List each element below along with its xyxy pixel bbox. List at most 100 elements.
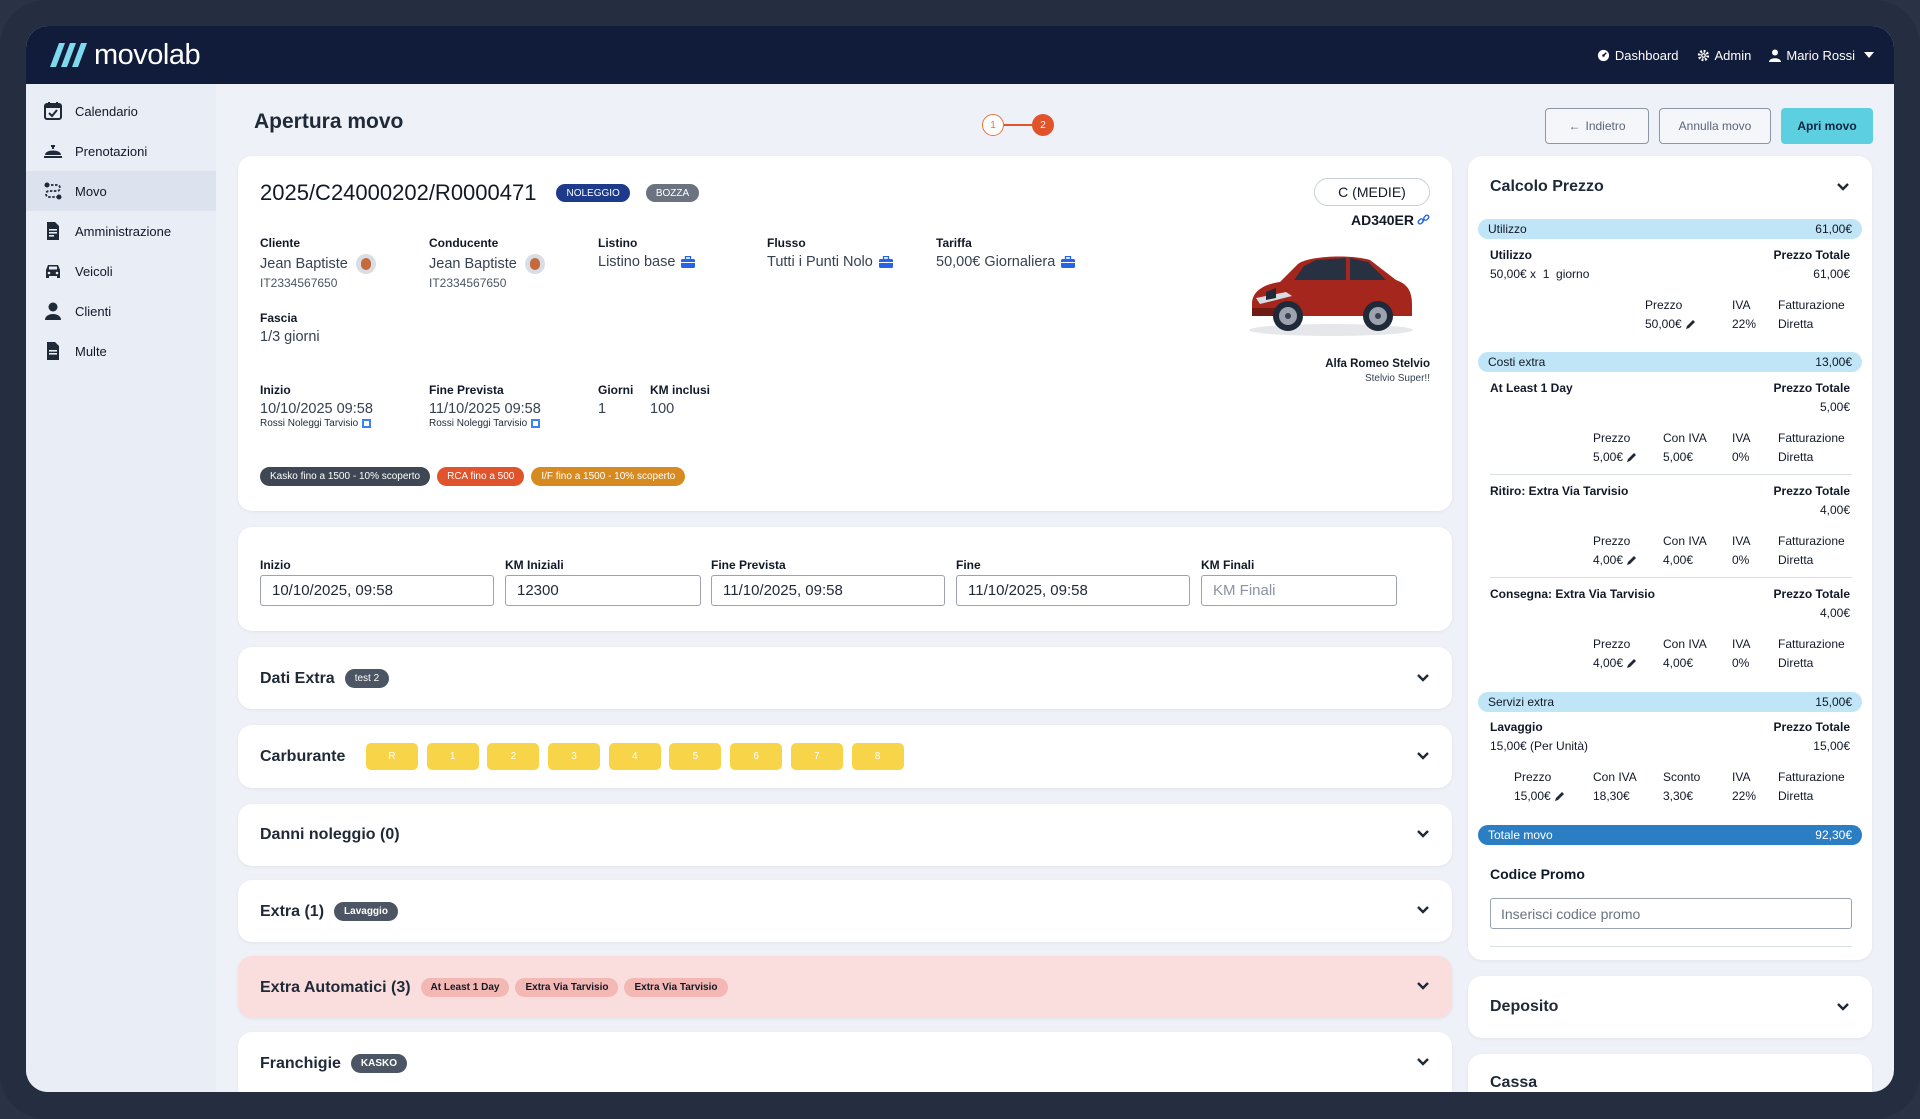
costi-extra-bar-label: Costi extra xyxy=(1488,355,1546,369)
chevron-down-icon[interactable] xyxy=(1836,180,1850,194)
accordion-extra[interactable]: Extra (1) Lavaggio xyxy=(238,880,1452,942)
accordion-danni[interactable]: Danni noleggio (0) xyxy=(238,804,1452,866)
accordion-franchigie[interactable]: Franchigie KASKO xyxy=(238,1032,1452,1092)
sidebar-item-amministrazione[interactable]: Amministrazione xyxy=(26,211,216,251)
price-card-title: Calcolo Prezzo xyxy=(1490,178,1604,195)
fuel-level-7[interactable]: 7 xyxy=(790,743,843,770)
fine-prevista-input[interactable]: 11/10/2025, 09:58 xyxy=(711,575,945,606)
logo[interactable]: movolab xyxy=(46,39,201,72)
pencil-icon xyxy=(1627,659,1637,668)
sidebar-item-clienti[interactable]: Clienti xyxy=(26,291,216,331)
user-menu[interactable]: Mario Rossi xyxy=(1769,48,1874,63)
nav-dashboard[interactable]: Dashboard xyxy=(1597,48,1679,63)
chevron-down-icon xyxy=(1417,982,1429,990)
utilizzo-detail: 50,00€ x 1 giorno xyxy=(1490,267,1590,281)
fuel-level-4[interactable]: 4 xyxy=(608,743,661,770)
sidebar-item-prenotazioni[interactable]: Prenotazioni xyxy=(26,131,216,171)
fuel-level-1[interactable]: 1 xyxy=(426,743,479,770)
gear-icon xyxy=(1697,49,1709,61)
arrow-left-icon: ← xyxy=(1568,119,1581,133)
servizio-coniva: 18,30€ xyxy=(1593,789,1630,803)
sidebar-item-calendario[interactable]: Calendario xyxy=(26,91,216,131)
extra-item-prezzo-edit[interactable]: 4,00€ xyxy=(1593,654,1637,673)
fuel-level-r[interactable]: R xyxy=(366,743,418,770)
chevron-down-icon xyxy=(1417,674,1429,682)
accordion-title: Extra Automatici (3) xyxy=(260,978,411,996)
conducente-name[interactable]: Jean Baptiste xyxy=(429,256,517,272)
flusso-label: Flusso xyxy=(767,236,806,250)
sidebar-item-label: Prenotazioni xyxy=(75,143,148,159)
accordion-carburante[interactable]: Carburante R 1 2 3 4 5 6 7 8 xyxy=(238,725,1452,788)
fuel-level-3[interactable]: 3 xyxy=(548,743,601,770)
extra-item-iva-label: IVA xyxy=(1732,431,1751,445)
servizio-name: Lavaggio xyxy=(1490,720,1543,734)
extra-item-pt: 4,00€ xyxy=(1819,606,1850,620)
accordion-title: Cassa xyxy=(1490,1074,1538,1091)
plate-link[interactable]: AD340ER xyxy=(1351,212,1430,228)
briefcase-icon[interactable] xyxy=(681,256,696,268)
extra-item-pt: 4,00€ xyxy=(1819,503,1850,517)
promo-code-input[interactable]: Inserisci codice promo xyxy=(1490,898,1852,929)
chevron-down-icon xyxy=(1417,1058,1429,1066)
franchigie-badge: KASKO xyxy=(350,1054,408,1073)
open-movo-button[interactable]: Apri movo xyxy=(1781,108,1873,144)
accordion-title: Carburante xyxy=(260,748,346,765)
accordion-deposito[interactable]: Deposito xyxy=(1468,976,1872,1038)
back-button[interactable]: ← Indietro xyxy=(1545,108,1649,144)
servizio-iva: 22% xyxy=(1732,789,1757,803)
fuel-level-5[interactable]: 5 xyxy=(669,743,722,770)
fuel-level-8[interactable]: 8 xyxy=(851,743,904,770)
header-actions: ← Indietro Annulla movo Apri movo xyxy=(1545,108,1873,144)
back-button-label: Indietro xyxy=(1585,119,1626,133)
extra-item-iva: 0% xyxy=(1732,553,1750,567)
accordion-dati-extra[interactable]: Dati Extra test 2 xyxy=(238,647,1452,709)
km-finali-input[interactable]: KM Finali xyxy=(1201,575,1397,606)
servizio-prezzo-edit[interactable]: 15,00€ xyxy=(1514,787,1565,806)
briefcase-icon[interactable] xyxy=(1061,256,1076,268)
extra-item-prezzo-edit[interactable]: 5,00€ xyxy=(1593,448,1637,467)
nav-admin[interactable]: Admin xyxy=(1697,48,1751,63)
extra-badge: Lavaggio xyxy=(334,902,398,921)
link-icon xyxy=(1417,214,1430,225)
utilizzo-prezzo-label: Prezzo xyxy=(1645,298,1683,312)
extra-item-pt-label: Prezzo Totale xyxy=(1773,484,1850,498)
fuel-level-selector: R 1 2 3 4 5 6 7 8 xyxy=(366,743,904,770)
cliente-label: Cliente xyxy=(260,236,301,250)
fuel-level-6[interactable]: 6 xyxy=(730,743,783,770)
step-1[interactable]: 1 xyxy=(982,114,1004,136)
inizio-input[interactable]: 10/10/2025, 09:58 xyxy=(260,575,494,606)
fine-input[interactable]: 11/10/2025, 09:58 xyxy=(956,575,1190,606)
servizio-sconto-label: Sconto xyxy=(1663,770,1701,784)
sidebar-item-movo[interactable]: Movo xyxy=(26,171,216,211)
fuel-level-2[interactable]: 2 xyxy=(487,743,540,770)
extra-item-prezzo: 4,00€ xyxy=(1593,656,1624,670)
user-name: Mario Rossi xyxy=(1786,47,1855,63)
inizio-place: Rossi Noleggi Tarvisio xyxy=(260,418,359,429)
extra-item-iva-label: IVA xyxy=(1732,534,1751,548)
concierge-bell-icon xyxy=(44,145,62,158)
divider xyxy=(1490,577,1852,578)
avatar-icon xyxy=(524,254,545,274)
sidebar-item-multe[interactable]: Multe xyxy=(26,331,216,371)
extra-item-prezzo-edit[interactable]: 4,00€ xyxy=(1593,551,1637,570)
extra-item-coniva-label: Con IVA xyxy=(1663,534,1707,548)
extra-item-name: Consegna: Extra Via Tarvisio xyxy=(1490,587,1655,601)
coverage-badge-rca: RCA fino a 500 xyxy=(437,467,525,486)
sidebar-item-veicoli[interactable]: Veicoli xyxy=(26,251,216,291)
accordion-extra-automatici[interactable]: Extra Automatici (3) At Least 1 Day Extr… xyxy=(238,956,1452,1018)
briefcase-icon[interactable] xyxy=(878,256,893,268)
extra-item-fatt-label: Fatturazione xyxy=(1778,534,1845,548)
fascia-block: Fascia 1/3 giorni xyxy=(260,311,320,345)
km-iniziali-input[interactable]: 12300 xyxy=(505,575,701,606)
logo-mark-icon xyxy=(50,43,87,67)
cliente-name[interactable]: Jean Baptiste xyxy=(260,256,348,272)
status-badge: BOZZA xyxy=(645,184,700,202)
top-navbar: movolab Dashboard Admin Mario Rossi xyxy=(26,26,1894,84)
cancel-movo-button[interactable]: Annulla movo xyxy=(1659,108,1771,144)
utilizzo-prezzo-edit[interactable]: 50,00€ xyxy=(1645,315,1696,334)
step-2[interactable]: 2 xyxy=(1032,114,1054,136)
chevron-down-icon xyxy=(1417,752,1429,760)
km-inclusi-block: KM inclusi 100 xyxy=(650,383,710,417)
accordion-cassa[interactable]: Cassa xyxy=(1468,1054,1872,1092)
extra-item-prezzo-label: Prezzo xyxy=(1593,534,1631,548)
